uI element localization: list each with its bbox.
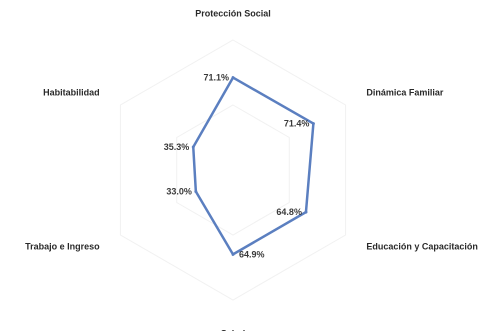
axis-label-layer: Protección Social Dinámica Familiar Educac…	[25, 8, 478, 331]
data-point	[191, 145, 195, 149]
axis-label: Educación y Capacitación	[366, 241, 478, 251]
series-polygon	[191, 75, 315, 257]
axis-label: Salud	[221, 328, 246, 331]
value-label: 35.3%	[164, 142, 190, 152]
value-label: 64.9%	[239, 249, 265, 259]
axis-label: Protección Social	[195, 8, 271, 18]
data-point	[311, 122, 315, 126]
value-label-layer: 71.1% 71.4% 64.8% 64.9% 33.0% 35.3%	[164, 73, 310, 260]
data-point	[231, 76, 235, 80]
data-point	[194, 189, 198, 193]
axis-label: Habitabilidad	[43, 87, 100, 97]
value-label: 64.8%	[276, 207, 302, 217]
value-label: 71.4%	[284, 119, 310, 129]
axis-label: Trabajo e Ingreso	[25, 241, 100, 251]
grid-layer	[119, 39, 347, 301]
data-point	[231, 252, 235, 256]
axis-label: Dinámica Familiar	[366, 87, 444, 97]
value-label: 33.0%	[166, 186, 192, 196]
value-label: 71.1%	[203, 73, 229, 83]
grid-ring	[119, 39, 347, 301]
series-layer	[191, 75, 315, 257]
data-point	[304, 210, 308, 214]
grid-ring	[176, 104, 290, 236]
